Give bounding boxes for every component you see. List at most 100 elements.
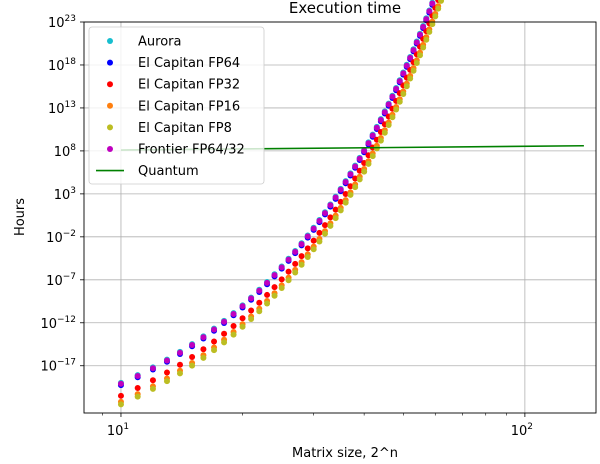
data-point: [337, 207, 344, 214]
data-point: [377, 116, 384, 123]
data-point: [381, 109, 388, 116]
data-point: [407, 75, 414, 82]
data-point: [420, 44, 427, 51]
data-point: [347, 171, 354, 178]
data-point: [347, 191, 354, 198]
legend-dot-marker: [107, 59, 113, 66]
data-point: [417, 52, 424, 59]
data-point: [221, 318, 228, 325]
data-point: [347, 183, 354, 190]
series-frontier-fp64-32: [117, 0, 436, 387]
data-point: [285, 256, 292, 263]
data-point: [189, 354, 196, 361]
x-tick-label: 102: [511, 422, 533, 439]
data-point: [298, 261, 305, 268]
data-point: [352, 184, 359, 191]
data-point: [389, 93, 396, 100]
data-point: [385, 122, 392, 129]
data-point: [423, 16, 430, 23]
data-point: [200, 334, 207, 341]
y-axis-label: Hours: [13, 198, 28, 236]
data-point: [332, 194, 339, 201]
data-point: [316, 217, 323, 224]
y-tick-label: 108: [54, 143, 77, 160]
legend: Aurora El Capitan FP64 El Capitan FP32 El C…: [88, 26, 265, 185]
data-point: [298, 253, 305, 260]
data-point: [134, 373, 141, 380]
data-point: [248, 307, 255, 314]
data-point: [310, 246, 317, 253]
y-tick-base: 10: [40, 360, 57, 375]
y-tick-base: 10: [48, 59, 65, 74]
data-point: [256, 308, 263, 315]
plot-frame: [83, 21, 597, 414]
chart-title: Execution time: [289, 0, 401, 17]
data-point: [278, 285, 285, 292]
y-tick-exponent: 3: [70, 186, 76, 196]
y-tick-exponent: 8: [70, 143, 76, 153]
data-point: [342, 199, 349, 206]
data-point: [221, 339, 228, 346]
data-point: [304, 253, 311, 260]
data-point: [352, 175, 359, 182]
data-point: [189, 362, 196, 369]
data-point: [369, 132, 376, 139]
data-point: [176, 370, 183, 377]
data-point: [134, 385, 141, 392]
data-point: [239, 303, 246, 310]
data-point: [327, 202, 334, 209]
data-point: [321, 230, 328, 237]
series-layer: [117, 0, 584, 408]
legend-label: El Capitan FP64: [138, 56, 240, 71]
data-point: [189, 341, 196, 348]
data-point: [432, 13, 439, 20]
x-tick-exponent: 1: [123, 422, 129, 432]
y-tick-label: 1013: [48, 100, 76, 117]
data-point: [321, 210, 328, 217]
data-point: [410, 47, 417, 54]
data-point: [396, 98, 403, 105]
data-point: [256, 299, 263, 306]
data-point: [342, 179, 349, 186]
data-point: [332, 215, 339, 222]
data-point: [117, 380, 124, 387]
data-point: [134, 393, 141, 400]
legend-dot-marker: [107, 146, 113, 152]
data-point: [400, 70, 407, 77]
data-point: [356, 155, 363, 162]
data-point: [385, 101, 392, 108]
data-point: [337, 186, 344, 193]
data-point: [163, 369, 170, 376]
data-point: [327, 214, 334, 221]
data-point: [304, 233, 311, 240]
data-point: [389, 114, 396, 121]
data-point: [117, 401, 124, 408]
data-point: [298, 241, 305, 248]
data-point: [337, 198, 344, 205]
data-point: [365, 140, 372, 147]
y-tick-base: 10: [40, 317, 57, 332]
legend-dot-marker: [107, 81, 113, 88]
data-point: [292, 248, 299, 255]
y-tick-label: 10−17: [40, 358, 76, 375]
y-tick-exponent: −12: [57, 315, 76, 325]
data-point: [321, 222, 328, 229]
data-point: [285, 268, 292, 275]
data-point: [361, 168, 368, 175]
y-tick-exponent: 18: [65, 57, 77, 67]
data-point: [278, 276, 285, 283]
data-point: [332, 206, 339, 213]
data-point: [352, 163, 359, 170]
legend-dot-marker: [107, 124, 113, 131]
data-point: [271, 284, 278, 291]
y-tick-label: 1023: [48, 14, 76, 31]
y-tick-label: 10−7: [46, 272, 76, 289]
data-point: [316, 238, 323, 245]
data-point: [429, 0, 436, 7]
x-tick-label: 101: [107, 422, 129, 439]
x-tick-base: 10: [511, 424, 528, 439]
data-point: [365, 160, 372, 167]
y-tick-base: 10: [48, 16, 65, 31]
legend-label: Quantum: [138, 164, 199, 179]
legend-label: El Capitan FP8: [138, 121, 232, 136]
